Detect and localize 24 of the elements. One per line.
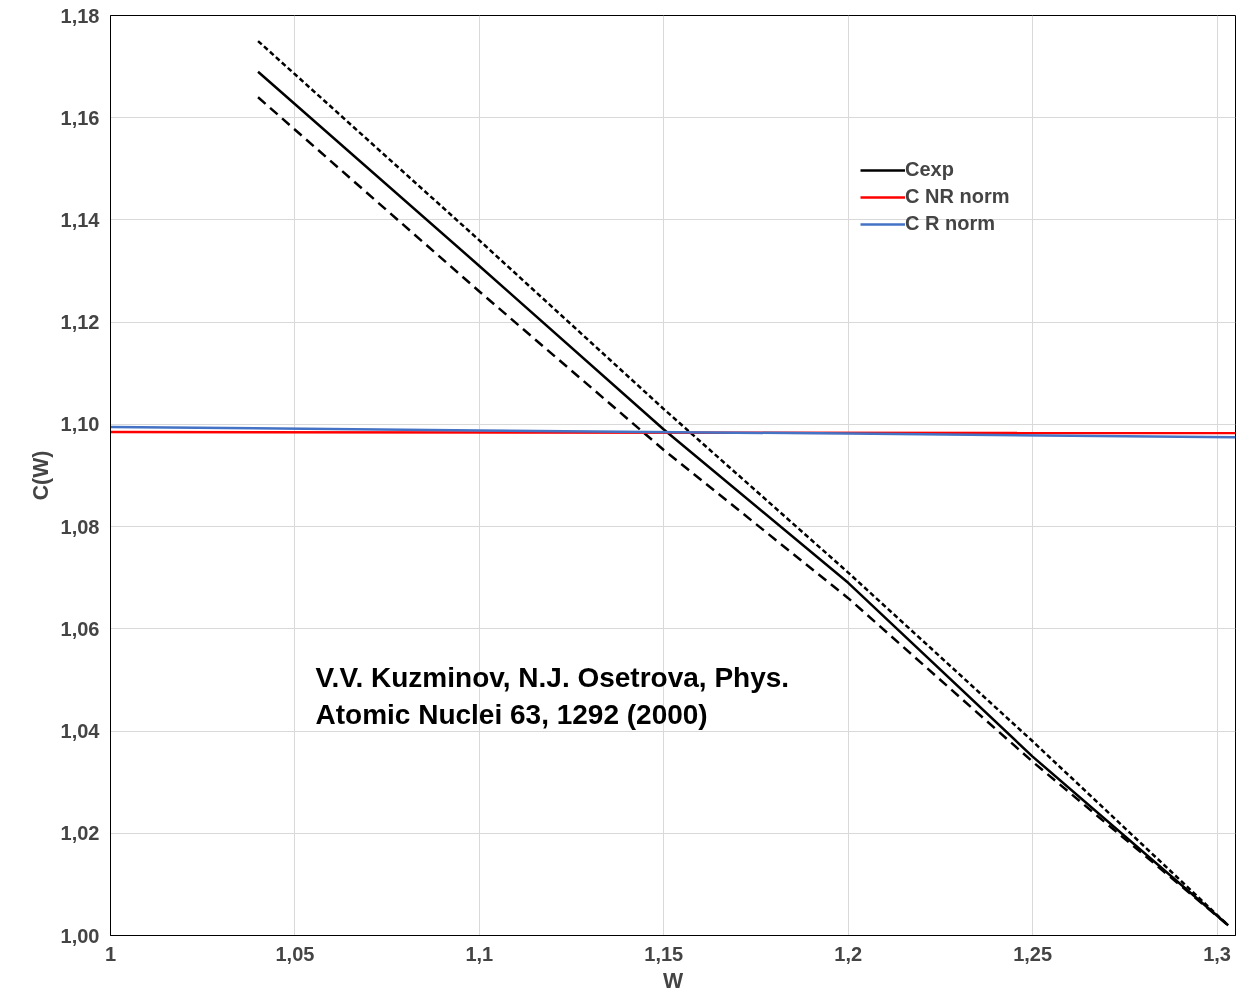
- y-tick-label: 1,12: [60, 311, 100, 334]
- annotation: V.V. Kuzminov, N.J. Osetrova, Phys. Atomic Nuclei 63, 1292 (2000): [315, 662, 790, 731]
- legend-label: Cexp: [905, 158, 954, 181]
- y-tick-label: 1,00: [60, 924, 100, 947]
- y-tick-label: 1,06: [60, 617, 100, 640]
- x-tick-label: 1,1: [465, 942, 494, 965]
- y-tick-label: 1,16: [60, 106, 100, 129]
- y-tick-label: 1,04: [60, 720, 101, 743]
- x-tick-label: 1,15: [644, 942, 684, 965]
- legend-label: C NR norm: [905, 185, 1010, 208]
- y-tick-label: 1,10: [60, 413, 100, 436]
- x-tick-label: 1,2: [834, 942, 863, 965]
- y-tick-label: 1,08: [60, 515, 100, 538]
- y-tick-label: 1,02: [60, 822, 100, 845]
- y-axis-title: C(W): [28, 450, 53, 501]
- line-series: [110, 425, 1236, 439]
- y-tick-label: 1,14: [60, 208, 101, 231]
- x-tick-label: 1,25: [1013, 942, 1053, 965]
- x-tick-label: 1,3: [1203, 942, 1231, 965]
- y-tick-label: 1,18: [60, 4, 100, 27]
- x-tick-label: 1,05: [275, 942, 315, 965]
- legend-label: C R norm: [905, 212, 995, 235]
- x-axis-title: W: [662, 968, 684, 993]
- x-tick-label: 1: [104, 942, 117, 965]
